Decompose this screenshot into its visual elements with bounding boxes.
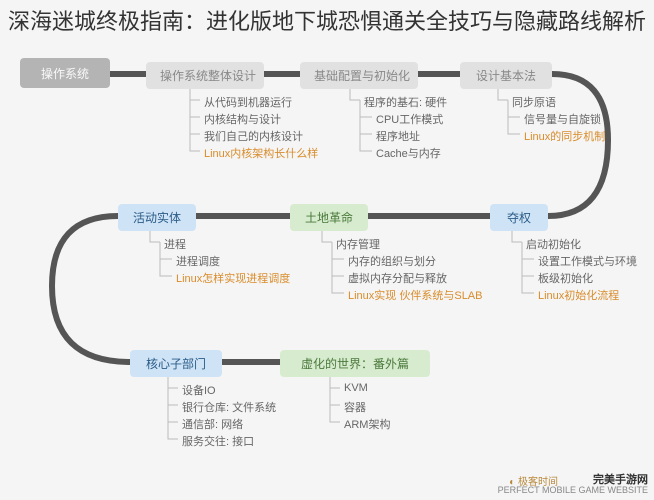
node-seize: 夺权 — [490, 204, 548, 231]
ghost-root-node: 操作系统 — [20, 58, 110, 88]
sub-virtual-1: 容器 — [344, 399, 366, 415]
sub-seize-1: 设置工作模式与环境 — [538, 253, 637, 269]
sub-entity-0: 进程 — [164, 236, 186, 252]
sub-basic_cfg-0: 程序的基石: 硬件 — [364, 94, 447, 110]
sub-os_design-1: 内核结构与设计 — [204, 111, 281, 127]
sub-land-0: 内存管理 — [336, 236, 380, 252]
page-title: 深海迷城终极指南：进化版地下城恐惧通关全技巧与隐藏路线解析 — [0, 0, 654, 43]
sub-core-3: 服务交往: 接口 — [182, 433, 254, 449]
sub-design_law-0: 同步原语 — [512, 94, 556, 110]
footer-logo: 完美手游网 PERFECT MOBILE GAME WEBSITE — [498, 474, 648, 496]
sub-core-1: 银行仓库: 文件系统 — [182, 399, 276, 415]
sub-os_design-0: 从代码到机器运行 — [204, 94, 292, 110]
node-virtual: 虚化的世界：番外篇 — [280, 350, 430, 377]
sub-os_design-2: 我们自己的内核设计 — [204, 128, 303, 144]
sub-land-3: Linux实现 伙伴系统与SLAB — [348, 287, 482, 303]
sub-seize-2: 板级初始化 — [538, 270, 593, 286]
node-entity: 活动实体 — [118, 204, 196, 231]
node-os_design: 操作系统整体设计 — [146, 62, 264, 89]
sub-entity-2: Linux怎样实现进程调度 — [176, 270, 290, 286]
sub-seize-0: 启动初始化 — [526, 236, 581, 252]
sub-virtual-2: ARM架构 — [344, 416, 390, 432]
sub-os_design-3: Linux内核架构长什么样 — [204, 145, 318, 161]
sub-entity-1: 进程调度 — [176, 253, 220, 269]
sub-core-0: 设备IO — [182, 382, 216, 398]
node-design_law: 设计基本法 — [460, 62, 552, 89]
sub-virtual-0: KVM — [344, 382, 368, 394]
sub-land-1: 内存的组织与划分 — [348, 253, 436, 269]
node-basic_cfg: 基础配置与初始化 — [300, 62, 418, 89]
sub-design_law-1: 信号量与自旋锁 — [524, 111, 601, 127]
sub-design_law-2: Linux的同步机制 — [524, 128, 605, 144]
sub-core-2: 通信部: 网络 — [182, 416, 243, 432]
node-land: 土地革命 — [290, 204, 368, 231]
sub-seize-3: Linux初始化流程 — [538, 287, 619, 303]
sub-basic_cfg-3: Cache与内存 — [376, 145, 441, 161]
node-core: 核心子部门 — [130, 350, 222, 377]
sub-basic_cfg-2: 程序地址 — [376, 128, 420, 144]
sub-land-2: 虚拟内存分配与释放 — [348, 270, 447, 286]
sub-basic_cfg-1: CPU工作模式 — [376, 111, 443, 127]
